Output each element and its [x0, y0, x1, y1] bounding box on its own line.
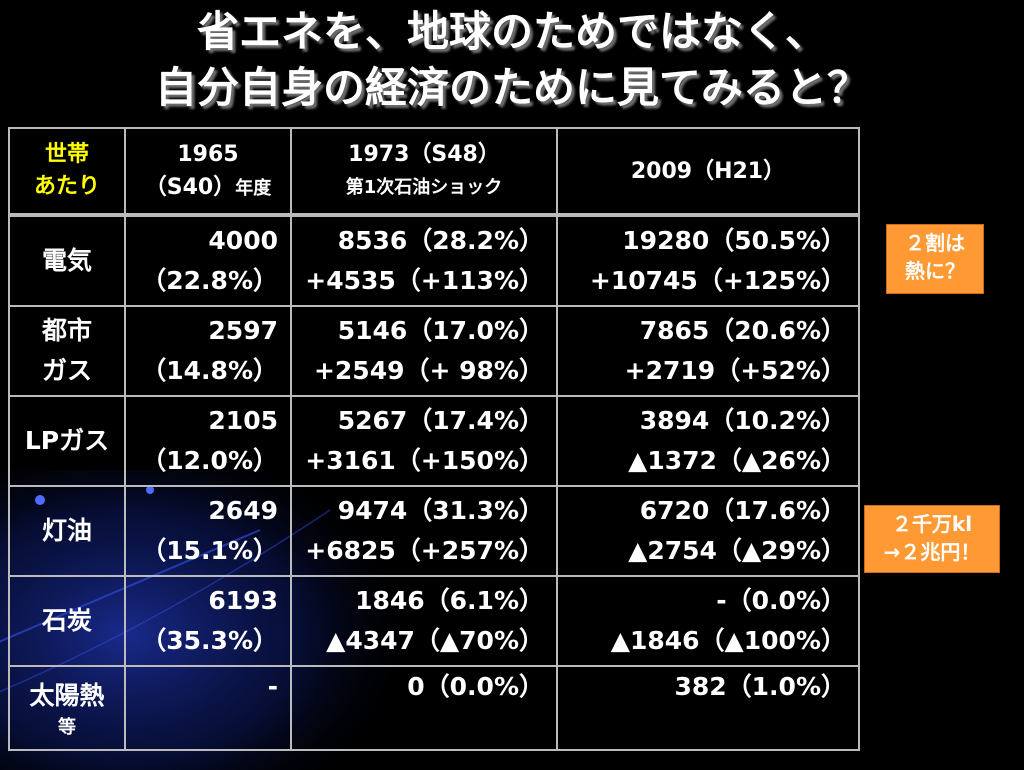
- row-label: 灯油: [8, 485, 126, 577]
- table-row-coal: 石炭 6193 （35.3%） 1846（6.1%） ▲4347（▲70%） -（0…: [8, 575, 860, 667]
- header-2009: 2009（H21）: [556, 127, 860, 216]
- row-label: LPガス: [8, 395, 126, 487]
- energy-cost-table: 世帯 あたり 1965 （S40）年度 1973（S48） 第1次石油ショック …: [8, 127, 860, 751]
- table-row-city-gas: 都市 ガス 2597 （14.8%） 5146（17.0%） +2549（+ 98%）…: [8, 305, 860, 397]
- table-row-kerosene: 灯油 2649 （15.1%） 9474（31.3%） +6825（+257%） 6…: [8, 485, 860, 577]
- table-row-solar-heat: 太陽熱等 - 0（0.0%） 382（1.0%）: [8, 665, 860, 751]
- callout-kerosene-cost: ２千万kl →２兆円！: [864, 505, 1000, 573]
- row-label: 都市 ガス: [8, 305, 126, 397]
- row-label: 太陽熱等: [8, 665, 126, 751]
- table-header-row: 世帯 あたり 1965 （S40）年度 1973（S48） 第1次石油ショック …: [8, 127, 860, 216]
- row-label: 電気: [8, 213, 126, 307]
- slide-title: 省エネを、地球のためではなく、 自分自身の経済のために見てみると？: [0, 4, 1024, 116]
- header-1973: 1973（S48） 第1次石油ショック: [290, 127, 558, 216]
- title-line-2: 自分自身の経済のために見てみると？: [154, 63, 869, 112]
- callout-heat-share: ２割は 熱に？: [886, 224, 984, 294]
- table-row-electricity: 電気 4000 （22.8%） 8536（28.2%） +4535（+113%） 1…: [8, 213, 860, 307]
- table-row-lp-gas: LPガス 2105 （12.0%） 5267（17.4%） +3161（+150%）…: [8, 395, 860, 487]
- header-1965: 1965 （S40）年度: [124, 127, 292, 216]
- header-household-label: 世帯 あたり: [8, 127, 126, 216]
- title-line-1: 省エネを、地球のためではなく、: [196, 7, 827, 56]
- row-label: 石炭: [8, 575, 126, 667]
